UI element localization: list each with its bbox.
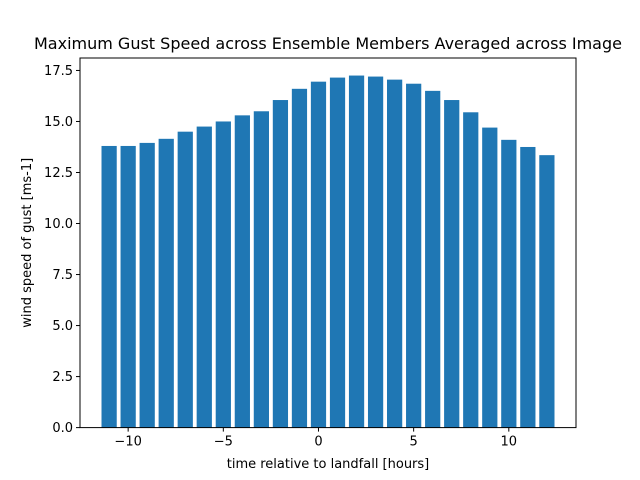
y-tick-label: 7.5 [52,268,73,283]
bar-10 [501,139,517,428]
bar--4 [234,115,250,428]
bar--2 [272,100,289,428]
bar--10 [120,145,136,428]
bar-7 [444,100,460,428]
bar-5 [406,83,422,428]
bar--1 [291,88,308,428]
bar-3 [367,76,384,428]
y-tick-label: 0.0 [52,421,73,436]
y-tick-label: 17.5 [44,64,73,79]
x-axis-label: time relative to landfall [hours] [227,457,430,472]
y-tick-label: 15.0 [44,115,73,130]
x-tick-label: −10 [114,435,141,450]
y-axis-label: wind speed of gust [ms-1] [20,158,35,328]
bar-12 [539,155,555,428]
x-tick-label: 0 [314,435,322,450]
bar-6 [425,90,441,428]
plot-frame [79,57,577,429]
bar-2 [348,75,365,428]
bar--11 [101,145,117,428]
y-tick-label: 2.5 [52,370,73,385]
bar--7 [177,131,193,428]
bar--9 [139,142,155,428]
bar-4 [387,79,403,428]
bar-1 [329,77,346,428]
y-tick-label: 5.0 [52,319,73,334]
x-tick-label: −5 [214,435,233,450]
y-tick-label: 10.0 [44,217,73,232]
bars-group [101,75,555,428]
y-axis-ticks: 0.0 2.5 5.0 7.5 10.0 12.5 15.0 17.5 [44,64,80,436]
bar--3 [253,111,269,428]
bar-8 [463,112,479,428]
bar-9 [482,127,498,428]
chart-title: Maximum Gust Speed across Ensemble Membe… [34,34,622,53]
bar-11 [520,146,536,428]
x-tick-label: 10 [501,435,518,450]
y-tick-label: 12.5 [44,166,73,181]
bar--5 [215,121,231,428]
bar-0 [310,81,327,428]
x-tick-label: 5 [410,435,418,450]
bar--8 [158,138,174,428]
bar--6 [196,126,212,428]
x-axis-ticks: −10 −5 0 5 10 [114,427,518,450]
